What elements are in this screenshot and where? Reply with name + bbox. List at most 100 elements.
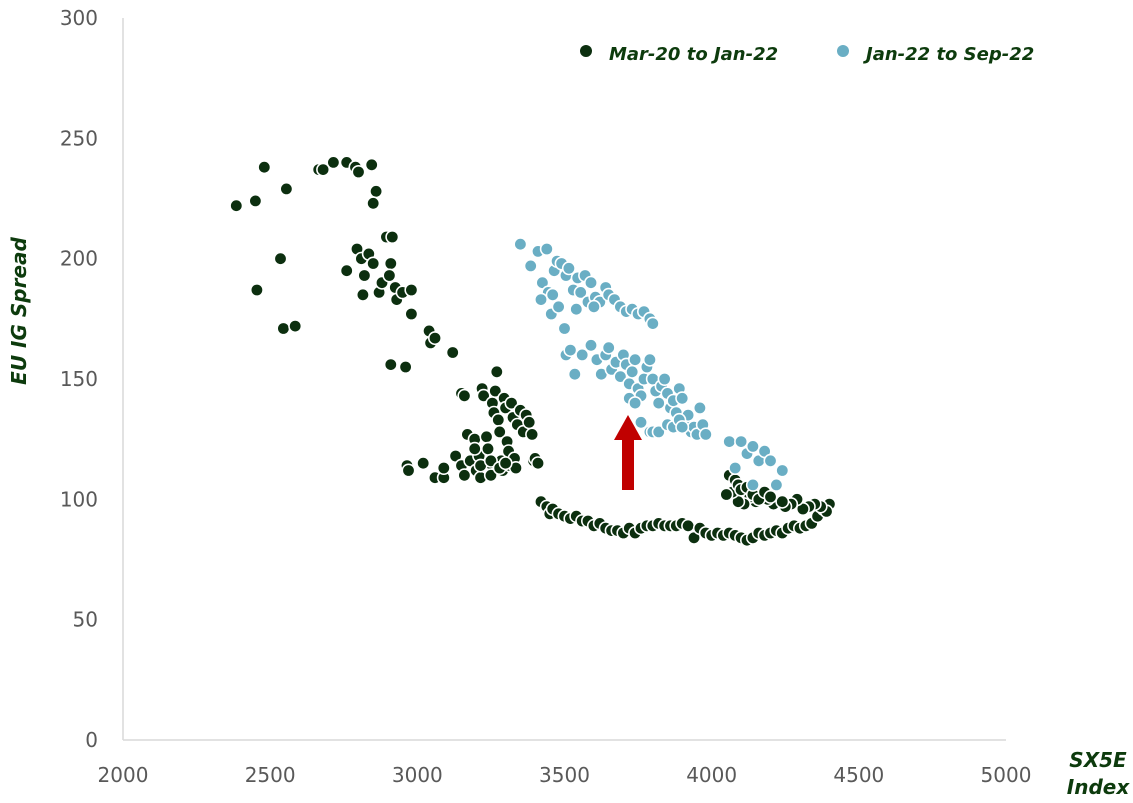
data-point <box>355 287 370 302</box>
x-tick-label: 3500 <box>539 763 590 787</box>
data-point <box>276 321 291 336</box>
y-tick-label: 150 <box>60 367 98 391</box>
data-point <box>719 487 734 502</box>
data-point <box>248 193 263 208</box>
data-point <box>436 460 451 475</box>
axes <box>122 18 1006 741</box>
data-point <box>722 434 737 449</box>
data-point <box>539 242 554 257</box>
arrow-head <box>614 415 642 440</box>
legend-marker-mar20-jan22 <box>580 45 592 57</box>
data-point <box>326 155 341 170</box>
x-tick-label: 3000 <box>392 763 443 787</box>
data-point <box>651 424 666 439</box>
data-point <box>383 256 398 271</box>
series-1 <box>229 155 837 548</box>
data-point <box>427 331 442 346</box>
data-point <box>401 463 416 478</box>
y-tick-label: 250 <box>60 126 98 150</box>
data-point <box>775 494 790 509</box>
data-point <box>369 184 384 199</box>
data-point <box>642 352 657 367</box>
data-point <box>583 338 598 353</box>
data-point <box>728 460 743 475</box>
arrow-shaft <box>622 438 634 490</box>
legend-label-jan22-sep22: Jan-22 to Sep-22 <box>863 44 1034 65</box>
data-point <box>366 256 381 271</box>
data-point <box>383 357 398 372</box>
data-point <box>601 340 616 355</box>
data-point <box>382 268 397 283</box>
data-point <box>530 456 545 471</box>
data-point <box>467 441 482 456</box>
data-point <box>613 369 628 384</box>
data-point <box>745 439 760 454</box>
data-point <box>692 400 707 415</box>
x-tick-label: 4500 <box>833 763 884 787</box>
data-point <box>385 230 400 245</box>
data-point <box>551 299 566 314</box>
data-point <box>734 434 749 449</box>
data-point <box>698 427 713 442</box>
data-point <box>480 441 495 456</box>
data-point <box>229 198 244 213</box>
data-point <box>523 258 538 273</box>
data-point <box>628 352 643 367</box>
data-point <box>557 321 572 336</box>
data-point <box>504 396 519 411</box>
data-point <box>569 302 584 317</box>
y-tick-label: 100 <box>60 487 98 511</box>
data-point <box>628 396 643 411</box>
y-tick-label: 50 <box>73 608 98 632</box>
data-point <box>563 343 578 358</box>
data-point <box>573 285 588 300</box>
x-tick-label: 2500 <box>245 763 296 787</box>
data-point <box>675 391 690 406</box>
data-point <box>775 463 790 478</box>
data-point <box>583 275 598 290</box>
data-point <box>357 268 372 283</box>
legend: Mar-20 to Jan-22 Jan-22 to Sep-22 <box>580 44 1034 65</box>
data-point <box>763 489 778 504</box>
data-point <box>763 453 778 468</box>
data-point <box>567 367 582 382</box>
data-point <box>483 468 498 483</box>
data-point <box>498 456 513 471</box>
data-point <box>351 165 366 180</box>
data-point <box>561 261 576 276</box>
data-point <box>633 415 648 430</box>
y-tick-label: 200 <box>60 247 98 271</box>
x-axis-title-line-2: Index <box>1067 775 1131 799</box>
data-point <box>457 468 472 483</box>
y-tick-label: 0 <box>85 728 98 752</box>
data-point <box>575 347 590 362</box>
data-point <box>651 396 666 411</box>
data-point <box>476 388 491 403</box>
data-point <box>492 424 507 439</box>
data-point <box>316 162 331 177</box>
data-point <box>645 316 660 331</box>
data-point <box>769 477 784 492</box>
data-point <box>533 292 548 307</box>
x-tick-label: 2000 <box>98 763 149 787</box>
data-point <box>522 415 537 430</box>
data-point <box>491 412 506 427</box>
data-point <box>273 251 288 266</box>
x-axis-title-line-1: SX5E <box>1069 748 1127 772</box>
data-point <box>445 345 460 360</box>
data-point <box>513 237 528 252</box>
data-point <box>404 306 419 321</box>
data-point <box>488 383 503 398</box>
series-2 <box>513 237 790 492</box>
data-point <box>479 429 494 444</box>
data-point <box>681 518 696 533</box>
x-tick-label: 5000 <box>981 763 1032 787</box>
data-point <box>416 456 431 471</box>
red-up-arrow-annotation <box>614 415 642 490</box>
x-tick-label: 4000 <box>686 763 737 787</box>
data-point <box>257 160 272 175</box>
data-point <box>249 282 264 297</box>
data-point <box>675 420 690 435</box>
legend-marker-jan22-sep22 <box>837 45 849 57</box>
